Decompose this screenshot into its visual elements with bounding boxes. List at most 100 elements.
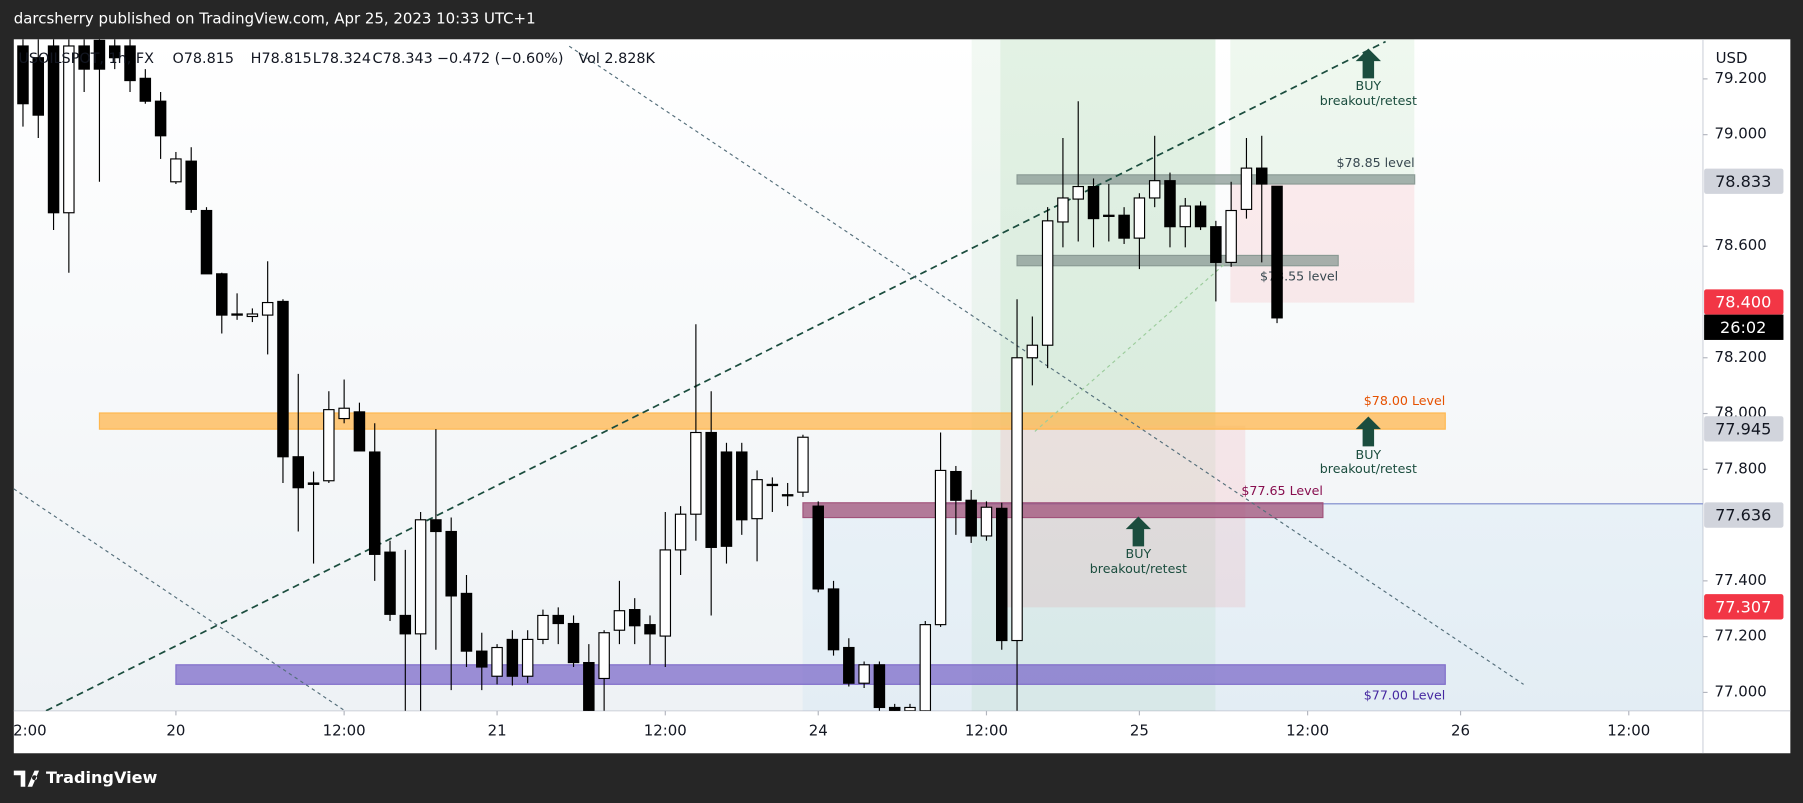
candle-body xyxy=(491,646,503,677)
trend-line xyxy=(1034,258,1231,432)
candle-body xyxy=(1240,167,1253,210)
candle-body xyxy=(996,507,1008,642)
candle-body xyxy=(231,313,243,316)
y-tick-label: 78.600 xyxy=(1714,236,1766,254)
price-label-box xyxy=(1704,594,1784,620)
x-tick-label: 12:00 xyxy=(323,722,366,740)
y-tick-label: 79.000 xyxy=(1714,125,1766,143)
level-zone xyxy=(175,664,1446,685)
candle-body xyxy=(613,610,626,631)
candle-body xyxy=(476,650,488,668)
candle-body xyxy=(1164,180,1176,228)
price-label-box xyxy=(1704,416,1784,442)
legend-item: USOILSPOT, 1h, FX xyxy=(18,51,154,67)
candle-body xyxy=(200,209,213,275)
candle-body xyxy=(537,614,549,640)
candle-body xyxy=(1194,205,1207,228)
candle-body xyxy=(552,614,564,625)
candle-body xyxy=(246,313,259,318)
candle-body xyxy=(904,706,916,711)
legend-item: L78.324 xyxy=(313,51,371,67)
candle-body xyxy=(751,479,763,520)
legend-item: O78.815 xyxy=(172,51,234,67)
candle-body xyxy=(674,513,687,551)
candle-body xyxy=(858,664,870,684)
candle-body xyxy=(583,661,595,711)
candle-body xyxy=(690,431,702,515)
annotation-text: breakout/retest xyxy=(1320,93,1417,108)
brand-logo xyxy=(13,770,40,787)
candle-body xyxy=(47,45,60,214)
currency: USD xyxy=(1716,49,1748,67)
long-position-target xyxy=(1230,39,1415,185)
zones: $78.00 Level $77.65 Level $77.00 Level $78.… xyxy=(98,155,1446,702)
candle-body xyxy=(368,451,381,555)
candle-body xyxy=(1026,344,1039,359)
price-axis xyxy=(1702,39,1791,754)
candle-body xyxy=(888,706,901,711)
candle-body xyxy=(1133,197,1146,239)
time-axis xyxy=(13,710,1703,754)
annotation-title: BUY xyxy=(1126,546,1152,561)
y-tick-label: 78.200 xyxy=(1714,348,1766,366)
candle-body xyxy=(93,39,106,70)
x-tick-label: 2:00 xyxy=(13,722,47,740)
candle-body xyxy=(720,451,733,547)
candle-body xyxy=(506,638,519,677)
publisher-line: darcsherry published on TradingView.com,… xyxy=(14,10,536,28)
candle-body xyxy=(797,436,809,493)
candle-body xyxy=(705,431,717,548)
candle-body xyxy=(216,273,228,316)
candle-body xyxy=(261,301,274,316)
candle-body xyxy=(1271,185,1283,319)
candle-body xyxy=(736,451,748,521)
candle-body xyxy=(950,470,962,501)
x-tick-label: 26 xyxy=(1451,722,1470,740)
level-label: $77.65 Level xyxy=(1241,483,1323,498)
candle-body xyxy=(277,300,289,458)
candle-body xyxy=(781,494,794,497)
level-label: $77.00 Level xyxy=(1364,687,1446,702)
candle-body xyxy=(139,77,152,102)
candle-body xyxy=(1118,214,1130,239)
candle-body xyxy=(843,646,855,684)
candle-body xyxy=(1255,167,1268,185)
candle-body xyxy=(17,45,29,105)
annotation-title: BUY xyxy=(1356,447,1382,462)
trend-line xyxy=(568,45,1524,685)
y-tick-label: 79.200 xyxy=(1714,69,1766,87)
candle-body xyxy=(185,160,197,210)
price-label: 77.636 xyxy=(1715,506,1771,525)
candle-body xyxy=(766,483,779,487)
candle-body xyxy=(353,411,366,452)
candle-body xyxy=(873,664,886,709)
candle-body xyxy=(338,407,350,420)
candle-body xyxy=(460,592,473,652)
candle-body xyxy=(980,506,993,537)
y-tick-label: 77.400 xyxy=(1714,571,1766,589)
price-label: 78.833 xyxy=(1715,172,1771,191)
annotation-text: breakout/retest xyxy=(1090,561,1187,576)
x-tick-label: 12:00 xyxy=(644,722,687,740)
x-tick-label: 20 xyxy=(166,722,185,740)
legend-item: C78.343 xyxy=(373,51,433,67)
y-tick-label: 77.800 xyxy=(1714,459,1766,477)
candle-body xyxy=(1210,226,1222,263)
brand: TradingView xyxy=(46,768,158,787)
legend-item: Vol 2.828K xyxy=(578,51,655,67)
candle-body xyxy=(521,638,534,677)
candles xyxy=(17,39,1283,711)
candle-body xyxy=(1179,205,1192,228)
plot-background xyxy=(13,39,1703,711)
long-position-target xyxy=(1000,39,1216,426)
price-label: 77.945 xyxy=(1715,420,1771,439)
level-zone xyxy=(802,502,1324,519)
x-tick-label: 12:00 xyxy=(965,722,1008,740)
level-zone xyxy=(1016,174,1416,185)
candle-body xyxy=(659,549,672,637)
annotation-text: breakout/retest xyxy=(1320,461,1417,476)
candle-body xyxy=(567,622,580,664)
countdown-box xyxy=(1704,314,1784,340)
axes: 77.00077.20077.40077.80078.00078.20078.6… xyxy=(13,69,1784,740)
price-label-box xyxy=(1704,502,1784,528)
